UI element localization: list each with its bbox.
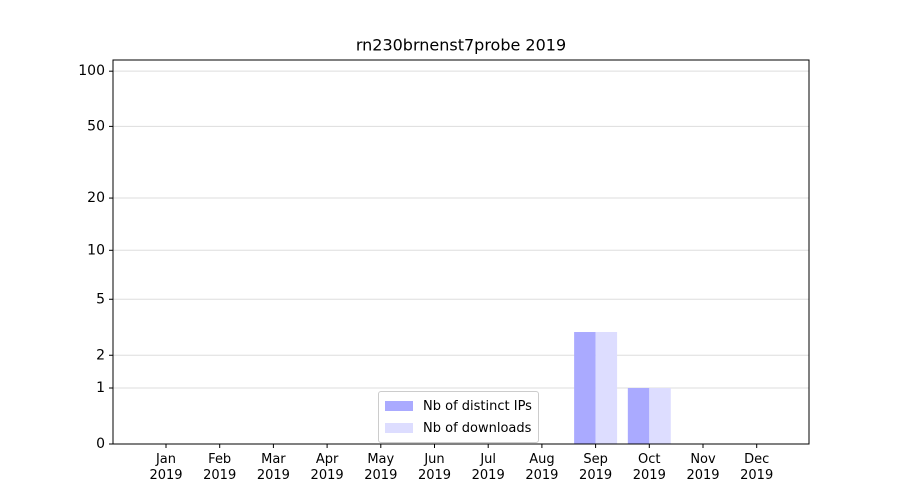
y-tick-label: 1 <box>96 380 105 396</box>
x-tick-label: Aug 2019 <box>525 452 559 483</box>
bar <box>595 332 618 444</box>
legend-item: Nb of distinct IPs <box>385 395 532 417</box>
bar <box>649 388 671 444</box>
legend-item: Nb of downloads <box>385 417 532 439</box>
legend: Nb of distinct IPs Nb of downloads <box>378 391 539 443</box>
x-tick-label: Jun 2019 <box>417 452 452 483</box>
plot-frame <box>112 59 810 445</box>
y-tick-label: 100 <box>78 63 105 79</box>
bar <box>627 388 650 444</box>
x-tick-label: Feb 2019 <box>203 452 237 483</box>
x-tick-label: Oct 2019 <box>632 452 666 483</box>
x-tick-label: Dec 2019 <box>740 452 774 483</box>
x-tick-label: Jul 2019 <box>471 452 505 483</box>
legend-label: Nb of downloads <box>423 420 532 436</box>
bar <box>574 332 596 444</box>
y-tick-label: 20 <box>87 190 105 206</box>
legend-swatch <box>385 401 413 411</box>
x-tick-label: Apr 2019 <box>310 452 344 483</box>
x-tick-label: Sep 2019 <box>579 452 613 483</box>
y-tick-label: 50 <box>87 118 105 134</box>
y-tick-label: 2 <box>96 347 105 363</box>
x-tick-label: Nov 2019 <box>686 452 720 483</box>
y-tick-label: 10 <box>87 242 105 258</box>
legend-label: Nb of distinct IPs <box>423 398 532 414</box>
y-tick-label: 0 <box>96 436 105 452</box>
x-tick-label: Jan 2019 <box>149 452 183 483</box>
y-tick-label: 5 <box>96 291 105 307</box>
x-tick-label: May 2019 <box>364 452 398 483</box>
x-tick-label: Mar 2019 <box>256 452 290 483</box>
chart-title: rn230brnenst7probe 2019 <box>356 36 566 55</box>
legend-swatch <box>385 423 413 433</box>
